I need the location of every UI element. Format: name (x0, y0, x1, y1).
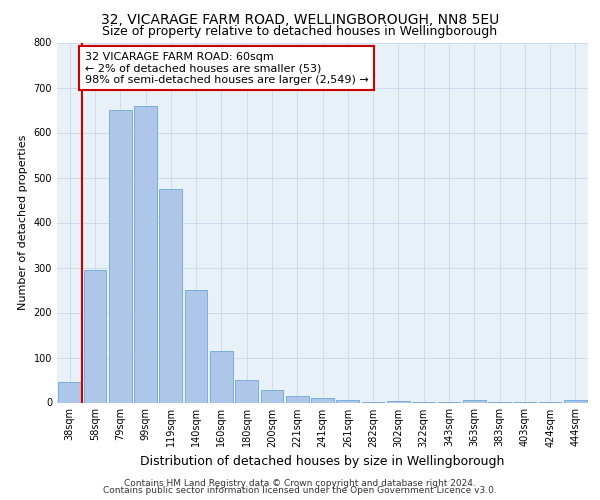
Bar (337, 400, 359, 402)
X-axis label: Distribution of detached houses by size in Wellingborough: Distribution of detached houses by size … (140, 455, 505, 468)
Bar (134, 106, 157, 403)
Text: Contains HM Land Registry data © Crown copyright and database right 2024.: Contains HM Land Registry data © Crown c… (124, 478, 476, 488)
Bar (109, 110, 131, 403)
Bar (58, 382, 81, 402)
Bar (260, 390, 283, 402)
Bar (463, 400, 485, 402)
Text: 32 VICARAGE FARM ROAD: 60sqm
← 2% of detached houses are smaller (53)
98% of sem: 32 VICARAGE FARM ROAD: 60sqm ← 2% of det… (85, 52, 368, 84)
Bar (235, 380, 258, 402)
Text: Contains public sector information licensed under the Open Government Licence v3: Contains public sector information licen… (103, 486, 497, 495)
Bar (311, 398, 334, 402)
Bar (160, 188, 182, 402)
Bar (210, 351, 233, 403)
Bar (286, 396, 308, 402)
Y-axis label: Number of detached properties: Number of detached properties (18, 135, 28, 310)
Bar (387, 401, 410, 402)
Bar (185, 290, 208, 403)
Text: Size of property relative to detached houses in Wellingborough: Size of property relative to detached ho… (103, 25, 497, 38)
Bar (83, 270, 106, 402)
Text: 32, VICARAGE FARM ROAD, WELLINGBOROUGH, NN8 5EU: 32, VICARAGE FARM ROAD, WELLINGBOROUGH, … (101, 12, 499, 26)
Bar (564, 400, 587, 402)
